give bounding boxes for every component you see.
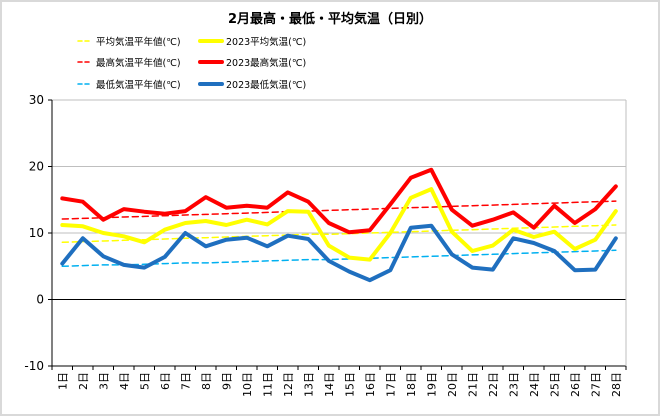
series-lines	[60, 167, 618, 283]
legend-label-4: 最低気温平年値(℃)	[96, 79, 181, 91]
y-tick-label-0: 0	[36, 293, 44, 307]
x-tick-label: 11日	[261, 372, 274, 397]
x-tick-label: 16日	[364, 372, 377, 397]
x-tick-label: 14日	[323, 372, 336, 397]
x-tick-label: 2日	[77, 372, 90, 390]
legend-label-5: 2023最低気温(℃)	[226, 79, 306, 91]
x-tick-label: 19日	[425, 372, 438, 397]
series-line-3	[60, 167, 618, 235]
x-tick-label: 26日	[569, 372, 582, 397]
x-tick-label: 7日	[179, 372, 192, 390]
x-tick-label: 23日	[507, 372, 520, 397]
x-tick-label: 28日	[610, 372, 623, 397]
x-tick-label: 18日	[405, 372, 418, 397]
legend: 平均気温平年値(℃) 最高気温平年値(℃) 最低気温平年値(℃) 2023平均気温(℃…	[77, 36, 306, 91]
x-tick-label: 10日	[241, 372, 254, 397]
x-tick-label: 22日	[487, 372, 500, 397]
axes	[48, 99, 627, 370]
legend-label-1: 2023平均気温(℃)	[226, 36, 306, 48]
y-tick-labels: -10 0 10 20 30	[24, 93, 44, 373]
x-tick-label: 4日	[118, 372, 131, 390]
x-tick-label: 12日	[282, 372, 295, 397]
x-tick-label: 27日	[589, 372, 602, 397]
grid-lines	[52, 99, 626, 367]
series-line-2	[61, 200, 617, 220]
x-tick-labels: 1日 2日 3日 4日 5日 6日 7日 8日 9日 10日 11日 12日 13日 14日 15日 16日 1…	[56, 372, 623, 397]
x-tick-label: 13日	[302, 372, 315, 397]
legend-label-0: 平均気温平年値(℃)	[96, 36, 181, 48]
x-tick-label: 21日	[466, 372, 479, 397]
x-tick-label: 3日	[97, 372, 110, 390]
x-tick-label: 1日	[56, 372, 69, 390]
y-tick-label--10: -10	[24, 359, 44, 373]
chart-title: 2月最高・最低・平均気温（日別）	[227, 12, 433, 27]
x-tick-label: 5日	[138, 372, 151, 390]
legend-label-3: 2023最高気温(℃)	[226, 57, 306, 69]
x-tick-label: 17日	[384, 372, 397, 397]
series-line-1	[60, 187, 618, 262]
x-tick-label: 20日	[446, 372, 459, 397]
x-tick-label: 6日	[159, 372, 172, 390]
y-tick-label-10: 10	[29, 226, 44, 240]
y-tick-label-30: 30	[29, 93, 44, 107]
y-tick-label-20: 20	[29, 160, 44, 174]
x-tick-label: 8日	[200, 372, 213, 390]
series-line-5	[60, 223, 618, 283]
x-tick-label: 25日	[548, 372, 561, 397]
x-tick-label: 9日	[220, 372, 233, 390]
series-line-0	[61, 224, 617, 244]
legend-label-2: 最高気温平年値(℃)	[96, 57, 181, 69]
x-tick-label: 15日	[343, 372, 356, 397]
x-tick-label: 24日	[528, 372, 541, 397]
